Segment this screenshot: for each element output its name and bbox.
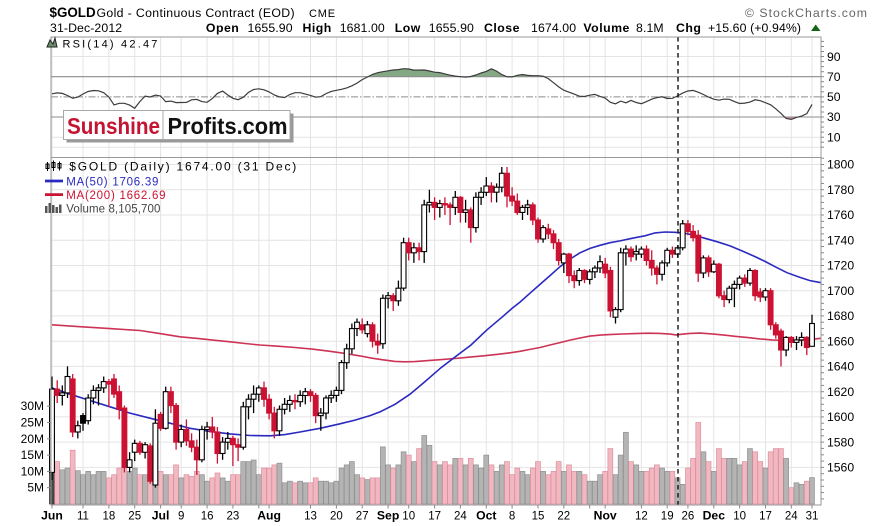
svg-text:Volume: Volume xyxy=(583,21,630,35)
svg-text:30: 30 xyxy=(827,110,841,124)
svg-text:17: 17 xyxy=(759,511,772,523)
svg-text:27: 27 xyxy=(356,511,369,523)
svg-text:1740: 1740 xyxy=(827,233,854,247)
svg-text:25M: 25M xyxy=(21,416,44,430)
svg-text:30M: 30M xyxy=(21,399,44,413)
svg-text:20M: 20M xyxy=(21,432,44,446)
svg-text:Volume 8,105,700: Volume 8,105,700 xyxy=(66,204,160,216)
svg-text:Profits.com: Profits.com xyxy=(168,113,288,139)
svg-text:RSI(14) 42.47: RSI(14) 42.47 xyxy=(63,39,160,51)
svg-text:1580: 1580 xyxy=(827,435,854,449)
svg-text:MA(200) 1662.69: MA(200) 1662.69 xyxy=(66,190,166,202)
svg-text:1655.90: 1655.90 xyxy=(429,21,474,35)
svg-text:23: 23 xyxy=(227,511,240,523)
svg-text:1660: 1660 xyxy=(827,334,854,348)
svg-text:1600: 1600 xyxy=(827,410,854,424)
svg-text:1560: 1560 xyxy=(827,461,854,475)
svg-text:1720: 1720 xyxy=(827,259,854,273)
svg-text:Nov: Nov xyxy=(594,509,617,523)
svg-text:1681.00: 1681.00 xyxy=(340,21,385,35)
svg-text:70: 70 xyxy=(827,70,841,84)
svg-text:Low: Low xyxy=(395,21,421,35)
svg-text:5M: 5M xyxy=(27,481,44,495)
svg-text:1620: 1620 xyxy=(827,385,854,399)
svg-text:Close: Close xyxy=(484,21,520,35)
svg-text:50: 50 xyxy=(827,90,841,104)
svg-text:25: 25 xyxy=(128,511,141,523)
svg-text:22: 22 xyxy=(557,511,570,523)
svg-text:$GOLD: $GOLD xyxy=(50,5,96,20)
svg-text:26: 26 xyxy=(682,511,695,523)
svg-text:24: 24 xyxy=(454,511,467,523)
svg-text:24: 24 xyxy=(785,511,798,523)
svg-text:19: 19 xyxy=(661,511,674,523)
svg-text:90: 90 xyxy=(827,50,841,64)
svg-text:10M: 10M xyxy=(21,464,44,478)
svg-text:10: 10 xyxy=(733,511,746,523)
svg-text:18: 18 xyxy=(103,511,116,523)
svg-text:1700: 1700 xyxy=(827,284,854,298)
svg-text:11: 11 xyxy=(77,511,89,523)
svg-text:Dec: Dec xyxy=(703,509,726,523)
svg-text:CME: CME xyxy=(309,8,336,20)
svg-text:Open: Open xyxy=(206,21,239,35)
svg-text:1760: 1760 xyxy=(827,208,854,222)
svg-text:© StockCharts.com: © StockCharts.com xyxy=(745,6,868,20)
svg-text:9: 9 xyxy=(178,511,184,523)
svg-text:1780: 1780 xyxy=(827,183,854,197)
svg-text:$GOLD (Daily) 1674.00 (31 Dec): $GOLD (Daily) 1674.00 (31 Dec) xyxy=(69,160,298,174)
svg-text:1674.00: 1674.00 xyxy=(531,21,576,35)
svg-text:31-Dec-2012: 31-Dec-2012 xyxy=(50,21,122,35)
svg-text:10: 10 xyxy=(402,511,415,523)
svg-text:13: 13 xyxy=(304,511,317,523)
svg-text:15M: 15M xyxy=(21,448,44,462)
svg-text:1680: 1680 xyxy=(827,309,854,323)
svg-text:15: 15 xyxy=(532,511,545,523)
svg-text:+15.60 (+0.94%): +15.60 (+0.94%) xyxy=(708,21,801,35)
svg-text:Jul: Jul xyxy=(152,509,170,523)
svg-text:High: High xyxy=(303,21,332,35)
svg-text:12: 12 xyxy=(635,511,648,523)
svg-text:8.1M: 8.1M xyxy=(636,21,664,35)
svg-text:Sunshine: Sunshine xyxy=(67,113,160,139)
svg-text:Sep: Sep xyxy=(377,509,399,523)
svg-text:Aug: Aug xyxy=(257,509,281,523)
svg-text:1640: 1640 xyxy=(827,360,854,374)
svg-text:Jun: Jun xyxy=(41,509,63,523)
svg-text:17: 17 xyxy=(428,511,441,523)
svg-text:MA(50) 1706.39: MA(50) 1706.39 xyxy=(66,176,159,188)
svg-text:1800: 1800 xyxy=(827,158,854,172)
svg-text:Oct: Oct xyxy=(476,509,496,523)
svg-text:Chg: Chg xyxy=(676,21,701,35)
svg-text:8: 8 xyxy=(509,511,515,523)
svg-text:10: 10 xyxy=(827,130,841,144)
svg-text:Gold - Continuous Contract (EO: Gold - Continuous Contract (EOD) xyxy=(97,6,295,20)
svg-text:31: 31 xyxy=(806,511,819,523)
svg-text:16: 16 xyxy=(201,511,214,523)
svg-text:1655.90: 1655.90 xyxy=(248,21,293,35)
svg-text:20: 20 xyxy=(330,511,343,523)
